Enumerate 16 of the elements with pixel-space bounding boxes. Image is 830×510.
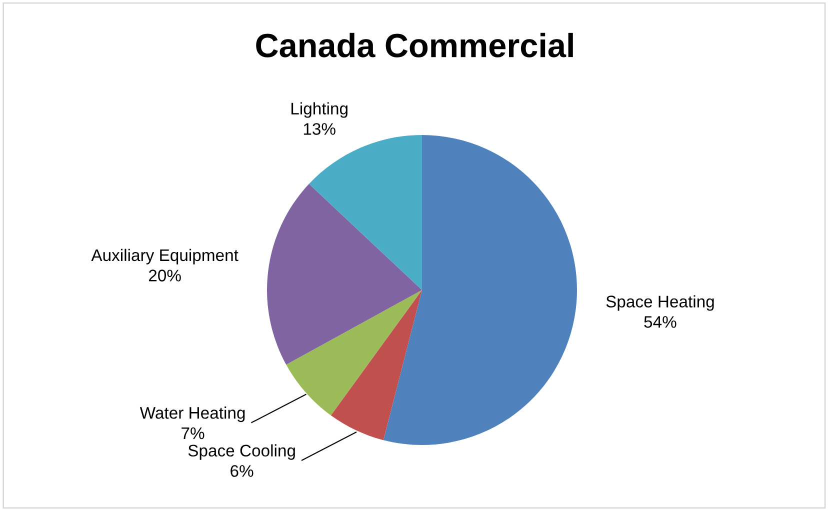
slice-label: Water Heating	[140, 406, 245, 422]
data-label: 7%	[182, 427, 204, 440]
slice-label: Auxiliary Equipment	[91, 248, 238, 264]
data-label: 13%	[304, 123, 336, 135]
data-label: 54%	[644, 316, 676, 328]
pie-slice	[267, 184, 422, 365]
data-label: 20%	[148, 270, 181, 282]
pie-slice	[330, 290, 422, 440]
pie-slice	[309, 135, 422, 290]
pie-slice	[286, 290, 422, 416]
chart-title: Canada Commercial	[256, 32, 573, 58]
slice-label: Space Heating	[606, 295, 714, 311]
pie-slice	[383, 135, 577, 445]
slice-label: Space Cooling	[188, 444, 295, 460]
data-label: 6%	[230, 465, 254, 477]
slice-label: Lighting	[292, 102, 348, 118]
